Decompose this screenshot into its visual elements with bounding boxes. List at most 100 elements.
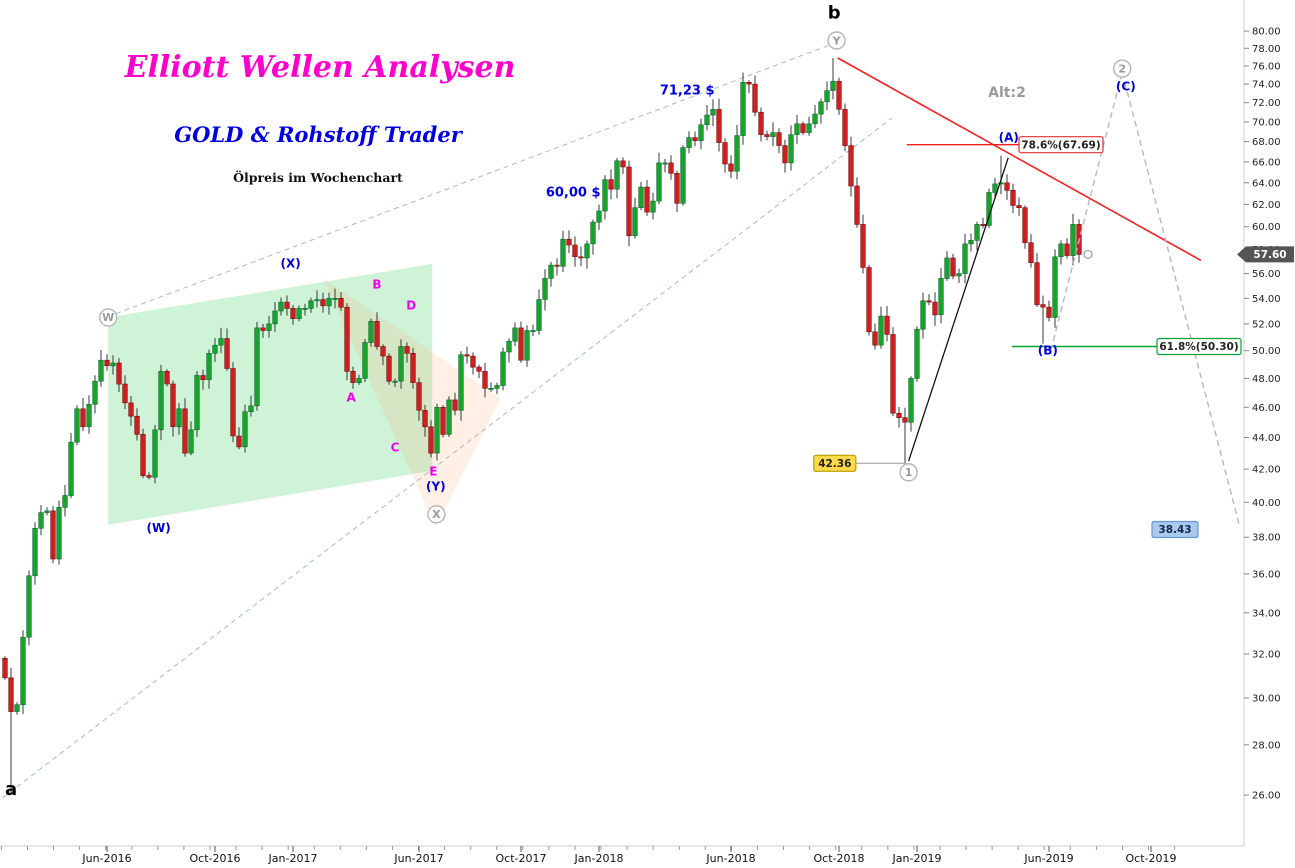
candle-body [938,278,944,316]
candle-body [998,182,1004,185]
candle-body [650,200,656,213]
candle-body [68,441,74,496]
price-tick-label: 44.00 [1252,433,1281,444]
candle-body [494,385,500,389]
candle-body [542,278,548,300]
price-tick-label: 28.00 [1252,740,1281,751]
candle-body [260,327,266,331]
candle-body [110,362,116,367]
candle-body [296,308,302,319]
candle-body [572,244,578,257]
candle-body [8,677,14,712]
candle-body [368,320,374,343]
candle-body [422,409,428,428]
candle-body [254,327,260,407]
candle-body [230,368,236,437]
candle-body [914,328,920,379]
time-axis[interactable]: Jun-2016 Oct-2016 Jan-2017 Jun-2017 Oct-2017… [0,845,1244,865]
candle-body [980,224,986,226]
fib-786-box [1018,136,1104,154]
candle-body [122,383,128,404]
candle-body [176,408,182,428]
candle-body [20,636,26,706]
last-price-label: 57.60 [1253,249,1286,261]
gray-projection-up [1050,72,1123,351]
time-tick-label: Jun-2017 [393,852,443,865]
candle-body [584,243,590,259]
candle-body [1028,242,1034,263]
price-tick-label: 48.00 [1252,374,1281,385]
candle-body [1052,256,1058,318]
candle-body [500,351,506,386]
candle-body [740,82,746,136]
candle-body [1058,243,1064,258]
candle-body [38,512,44,529]
candle-body [764,134,770,137]
candle-body [554,264,560,267]
shaded-zones [108,263,501,527]
candle-body [212,344,218,354]
trendline-resistance-dashed [99,41,838,321]
candle-body [404,346,410,354]
candle-body [458,354,464,411]
candle-body [134,415,140,435]
candle-body [344,306,350,372]
candle-body [116,362,122,385]
price-tick-label: 56.00 [1252,269,1281,280]
candle-body [374,320,380,347]
price-tick-label: 66.00 [1252,157,1281,168]
trendline-support-dashed [2,117,893,799]
candle-body [446,399,452,435]
circle-Y: Y [832,34,842,47]
candle-body [962,243,968,274]
circle-Y-icon [827,31,846,50]
candle-body [830,81,836,91]
time-tick-label: Jun-2018 [705,852,755,865]
candle-body [1070,224,1076,256]
last-price-marker[interactable]: 57.60 [1237,246,1294,263]
candle-body [86,403,92,427]
level-4236-box-label: 42.36 [818,458,851,470]
level-3843-box-label: 38.43 [1158,524,1191,536]
candle-body [248,405,254,412]
candle-body [602,179,608,212]
candle-body [968,240,974,245]
candle-body [392,380,398,383]
candle-body [164,370,170,385]
alt-count-label: Alt:2 [988,85,1026,101]
price-tick-label: 80.00 [1252,27,1281,38]
candle-body [710,109,716,116]
wave-A-blue: (A) [999,131,1019,145]
candle-body [890,334,896,414]
peach-triangle-zone [323,278,501,527]
circle-2-icon [1112,59,1132,78]
candle-body [920,300,926,330]
time-tick-label: Oct-2019 [1126,852,1177,865]
candle-body [74,408,80,443]
candle-body [386,355,392,382]
circle-X-icon [427,505,446,524]
candle-body [104,359,110,367]
candle-body [614,160,620,190]
candle-body [836,81,842,110]
candle-body [812,113,818,125]
price-note-7123: 71,23 $ [660,83,715,98]
candle-body [824,90,830,103]
wave-B-minor: B [372,277,381,291]
price-tick-label: 46.00 [1252,403,1281,414]
time-tick-label: Oct-2016 [190,852,241,865]
candle-body [878,315,884,346]
level-3843-box [1151,520,1199,539]
annotation-lines [837,57,1240,525]
candle-body [686,137,692,148]
candle-body [146,475,152,478]
candle-body [1034,262,1040,305]
candle-body [854,185,860,225]
price-axis[interactable]: 26.00 28.00 30.00 32.00 34.00 36.00 38.00 40.00… [1243,0,1281,846]
wave-Y-blue: (Y) [426,480,446,494]
circle-1-icon [899,463,918,482]
fib-618-box-label: 61.8%(50.30) [1159,341,1238,353]
wave-X-blue: (X) [280,257,300,271]
last-price-tag[interactable] [1237,246,1294,263]
